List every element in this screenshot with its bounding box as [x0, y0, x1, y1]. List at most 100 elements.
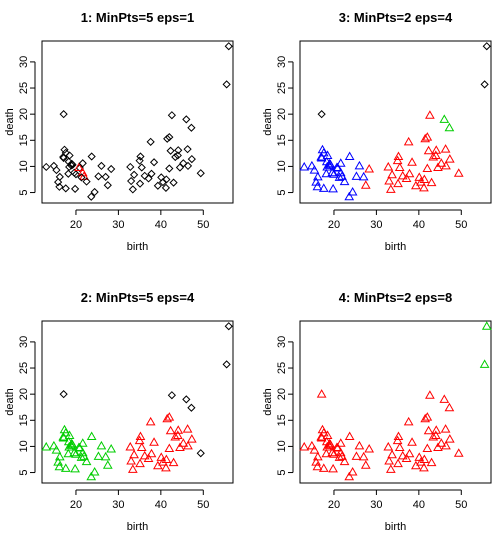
- noise-point: [187, 123, 196, 132]
- cluster-3-point: [307, 160, 317, 170]
- cluster-1-point: [407, 157, 417, 166]
- noise-point: [90, 187, 99, 197]
- cluster-2-point: [439, 114, 450, 123]
- x-tick-label: 50: [455, 219, 467, 231]
- cluster-1-point: [453, 168, 464, 177]
- cluster-1-point: [312, 461, 323, 471]
- noise-point: [61, 184, 70, 193]
- scatter-panel-4: 4: MinPts=2 eps=8 20 30 40 50 birth 5 10 15 20 25 3…: [262, 290, 492, 533]
- cluster-3-point: [309, 165, 320, 174]
- plot-frame: [299, 40, 492, 204]
- noise-point: [183, 145, 192, 154]
- noise-point: [224, 322, 233, 331]
- noise-point: [224, 42, 233, 51]
- noise-point: [54, 177, 63, 187]
- cluster-1-point: [178, 438, 189, 447]
- cluster-2-point: [86, 431, 97, 440]
- scatter-panel-3: 2: MinPts=5 eps=4 20 30 40 50 birth 5 10 15 20 25 3…: [4, 290, 234, 533]
- cluster-2-point: [51, 445, 62, 454]
- cluster-1-point: [392, 155, 403, 165]
- cluster-1-point: [393, 178, 403, 188]
- scatter-panel-2: 3: MinPts=2 eps=4 20 30 40 50 birth 5 10 15 20 25 3…: [262, 10, 492, 253]
- cluster-1-point: [129, 449, 139, 459]
- cluster-1-point: [328, 463, 338, 473]
- y-axis-label: death: [4, 388, 16, 416]
- cluster-1-point: [433, 162, 443, 171]
- y-axis: 5 10 15 20 25 30: [276, 56, 294, 196]
- x-axis: 20 30 40 50: [70, 209, 209, 231]
- cluster-1-point: [431, 145, 442, 154]
- cluster-3-point: [299, 161, 310, 171]
- y-tick-label: 20: [18, 108, 30, 120]
- cluster-1-point: [183, 440, 193, 450]
- noise-point: [187, 403, 196, 412]
- cluster-1-point: [416, 457, 426, 466]
- cluster-3-point: [339, 176, 350, 186]
- noise-point: [169, 178, 178, 187]
- y-tick-label: 25: [18, 362, 30, 374]
- cluster-1-point: [358, 451, 369, 461]
- noise-point: [167, 391, 176, 400]
- y-tick-label: 10: [276, 160, 288, 172]
- y-tick-label: 30: [276, 336, 288, 348]
- cluster-2-point: [81, 456, 92, 466]
- cluster-1-point: [344, 471, 355, 481]
- cluster-1-point: [394, 162, 405, 171]
- cluster-1-point: [385, 184, 396, 193]
- cluster-3-point: [324, 160, 335, 169]
- cluster-1-point: [387, 449, 397, 459]
- cluster-1-point: [299, 441, 310, 451]
- cluster-1-point: [384, 176, 394, 185]
- x-tick-label: 20: [328, 219, 340, 231]
- cluster-1-point: [327, 447, 338, 457]
- noise-point: [65, 162, 74, 172]
- cluster-1-point: [360, 180, 371, 189]
- cluster-3-point: [328, 183, 338, 193]
- cluster-1-point: [316, 433, 327, 442]
- cluster-2-point: [76, 452, 87, 461]
- panel-title: 1: MinPts=5 eps=1: [81, 10, 194, 25]
- cluster-1-point: [309, 445, 320, 454]
- noise-point: [70, 168, 79, 177]
- cluster-1-point: [420, 413, 431, 423]
- y-tick-label: 20: [18, 388, 30, 400]
- noise-point: [161, 183, 171, 192]
- noise-point: [187, 154, 196, 164]
- cluster-3-point: [344, 191, 355, 201]
- cluster-1-point: [444, 402, 455, 412]
- noise-point: [64, 169, 73, 178]
- noise-point: [129, 170, 139, 179]
- noise-point: [222, 360, 231, 369]
- cluster-2-point: [79, 451, 89, 460]
- noise-point: [60, 145, 69, 154]
- cluster-1-point: [397, 450, 408, 460]
- cluster-3-point: [337, 171, 347, 180]
- cluster-2-point: [58, 433, 69, 442]
- x-tick-label: 40: [155, 499, 167, 511]
- noise-point: [165, 164, 174, 173]
- noise-point: [196, 169, 205, 178]
- noise-point: [52, 165, 61, 175]
- noise-point: [59, 110, 68, 119]
- cluster-1-point: [127, 464, 138, 473]
- cluster-1-point: [423, 145, 434, 155]
- noise-point: [59, 153, 68, 163]
- cluster-1-point: [145, 416, 156, 426]
- cluster-1-point: [134, 435, 145, 445]
- cluster-1-point: [182, 424, 193, 433]
- x-axis: 20 30 40 50: [328, 209, 467, 231]
- noise-point: [135, 156, 144, 165]
- cluster-2-point: [96, 440, 107, 450]
- cluster-2-point: [64, 441, 75, 451]
- cluster-2-point: [74, 442, 84, 451]
- noise-point: [182, 395, 191, 404]
- cluster-1-point: [428, 152, 439, 161]
- cluster-1-point: [383, 161, 394, 171]
- data-points: [42, 42, 233, 201]
- cluster-3-point: [344, 151, 355, 160]
- cluster-1-point: [170, 432, 181, 441]
- noise-point: [127, 176, 136, 186]
- cluster-1-point: [422, 412, 433, 421]
- cluster-3-point: [358, 171, 369, 181]
- cluster-3-point: [312, 181, 323, 191]
